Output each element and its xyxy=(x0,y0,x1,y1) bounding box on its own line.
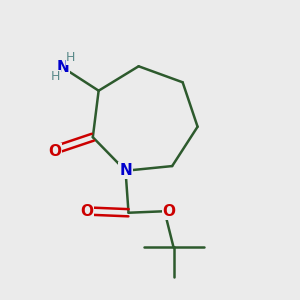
Text: O: O xyxy=(48,144,61,159)
Text: H: H xyxy=(51,70,61,83)
Text: O: O xyxy=(81,204,94,219)
Text: H: H xyxy=(66,51,76,64)
Text: N: N xyxy=(57,60,70,75)
Text: N: N xyxy=(119,163,132,178)
Text: O: O xyxy=(163,204,176,219)
